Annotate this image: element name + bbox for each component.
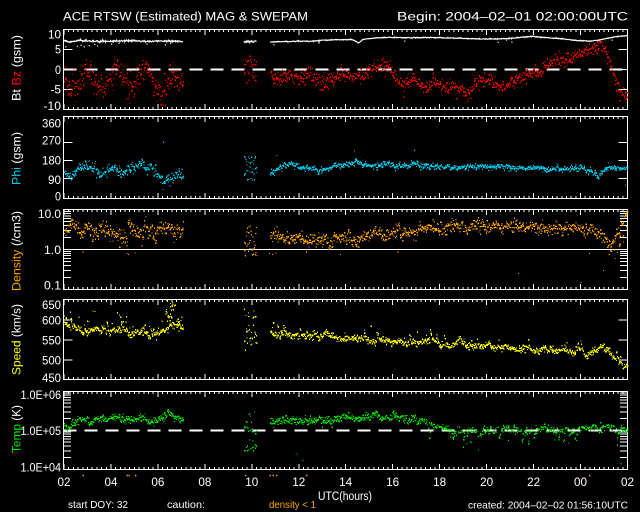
svg-text:04: 04 xyxy=(105,477,119,489)
svg-text:270: 270 xyxy=(42,134,61,148)
svg-text:-10: -10 xyxy=(44,99,62,113)
svg-text:1.0: 1.0 xyxy=(44,243,61,257)
svg-text:20: 20 xyxy=(480,477,493,489)
svg-text:Phi (gsm): Phi (gsm) xyxy=(12,132,24,185)
svg-text:06: 06 xyxy=(151,477,164,489)
svg-text:450: 450 xyxy=(42,371,61,385)
svg-text:1.0E+04: 1.0E+04 xyxy=(21,460,62,474)
svg-text:0.1: 0.1 xyxy=(44,279,61,293)
svg-text:22: 22 xyxy=(527,477,540,489)
svg-text:02: 02 xyxy=(621,477,634,489)
svg-text:1.0E+05: 1.0E+05 xyxy=(21,424,62,438)
svg-text:density < 1: density < 1 xyxy=(269,499,316,511)
svg-text:02: 02 xyxy=(58,477,71,489)
svg-text:10.0: 10.0 xyxy=(38,207,61,221)
svg-text:14: 14 xyxy=(339,477,353,489)
svg-text:500: 500 xyxy=(42,353,61,367)
svg-text:600: 600 xyxy=(42,313,61,327)
svg-text:180: 180 xyxy=(42,154,61,168)
svg-text:5: 5 xyxy=(55,43,61,57)
svg-text:360: 360 xyxy=(42,117,61,131)
svg-text:90: 90 xyxy=(48,173,61,187)
svg-text:Bt Bz (gsm): Bt Bz (gsm) xyxy=(12,35,24,101)
svg-text:-5: -5 xyxy=(51,83,62,97)
svg-text:ACE RTSW (Estimated) MAG & SWE: ACE RTSW (Estimated) MAG & SWEPAM xyxy=(63,10,308,24)
svg-text:1.0E+06: 1.0E+06 xyxy=(21,388,62,402)
svg-text:UTC(hours): UTC(hours) xyxy=(318,491,372,503)
svg-text:0: 0 xyxy=(55,63,61,77)
svg-text:0: 0 xyxy=(55,190,61,204)
svg-text:10: 10 xyxy=(48,27,61,41)
svg-text:08: 08 xyxy=(198,477,211,489)
svg-text:12: 12 xyxy=(292,477,305,489)
svg-text:16: 16 xyxy=(386,477,399,489)
svg-text:Begin: 2004–02–01 02:00:00UTC: Begin: 2004–02–01 02:00:00UTC xyxy=(397,10,628,24)
svg-text:00: 00 xyxy=(574,477,587,489)
svg-text:18: 18 xyxy=(433,477,446,489)
svg-text:created: 2004–02–02 01:56:10UT: created: 2004–02–02 01:56:10UTC xyxy=(468,500,628,512)
svg-text:caution:: caution: xyxy=(167,499,205,511)
svg-text:Density (/cm3): Density (/cm3) xyxy=(12,211,24,291)
svg-text:550: 550 xyxy=(42,333,61,347)
svg-text:start DOY: 32: start DOY: 32 xyxy=(68,499,128,511)
svg-text:650: 650 xyxy=(42,298,61,312)
svg-text:Temp (K): Temp (K) xyxy=(12,405,24,453)
svg-text:10: 10 xyxy=(245,477,258,489)
svg-text:Speed (km/s): Speed (km/s) xyxy=(12,304,24,375)
